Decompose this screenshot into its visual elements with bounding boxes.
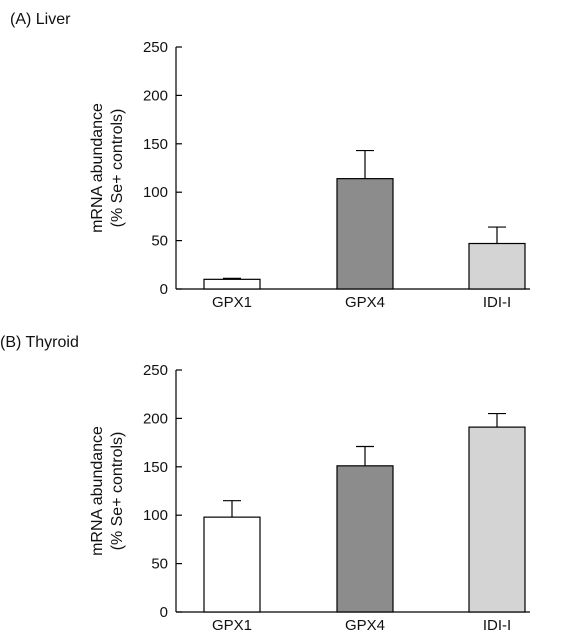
y-tick-label: 0 xyxy=(160,604,168,621)
panel-title: (B) Thyroid xyxy=(0,334,79,351)
bar-idi-i xyxy=(468,426,526,613)
x-category-label: GPX4 xyxy=(345,294,385,311)
y-axis-label: mRNA abundance (% Se+ controls) xyxy=(89,103,126,233)
x-category-label: IDI-I xyxy=(483,617,511,634)
y-axis-label-line: mRNA abundance xyxy=(89,426,106,556)
y-tick-label: 200 xyxy=(143,410,168,427)
panel-title: (A) Liver xyxy=(10,11,71,28)
x-category-label: IDI-I xyxy=(483,294,511,311)
y-tick-label: 100 xyxy=(143,507,168,524)
y-tick-label: 100 xyxy=(143,184,168,201)
y-tick-label: 150 xyxy=(143,459,168,476)
y-tick-label: 250 xyxy=(143,39,168,56)
y-tick-label: 0 xyxy=(160,281,168,298)
bar-gpx1 xyxy=(203,516,261,613)
y-axis-label-line: (% Se+ controls) xyxy=(109,432,126,551)
x-category-label: GPX1 xyxy=(212,294,252,311)
y-axis-label-line: mRNA abundance xyxy=(89,103,106,233)
y-tick-label: 250 xyxy=(143,362,168,379)
x-category-label: GPX4 xyxy=(345,617,385,634)
y-tick-label: 200 xyxy=(143,87,168,104)
panel-thyroid: (B) Thyroid mRNA abundance (% Se+ controls… xyxy=(0,334,530,634)
panel-liver: (A) Liver mRNA abundance (% Se+ controls) 0… xyxy=(10,11,530,311)
y-tick-label: 50 xyxy=(151,233,168,250)
bar-idi-i xyxy=(468,242,526,290)
y-axis-label: mRNA abundance (% Se+ controls) xyxy=(89,426,126,556)
bar-gpx1 xyxy=(203,278,261,290)
y-tick-label: 150 xyxy=(143,136,168,153)
bar-gpx4 xyxy=(336,465,394,613)
y-axis-label-line: (% Se+ controls) xyxy=(109,109,126,228)
y-tick-label: 50 xyxy=(151,556,168,573)
x-category-label: GPX1 xyxy=(212,617,252,634)
bar-gpx4 xyxy=(336,178,394,290)
